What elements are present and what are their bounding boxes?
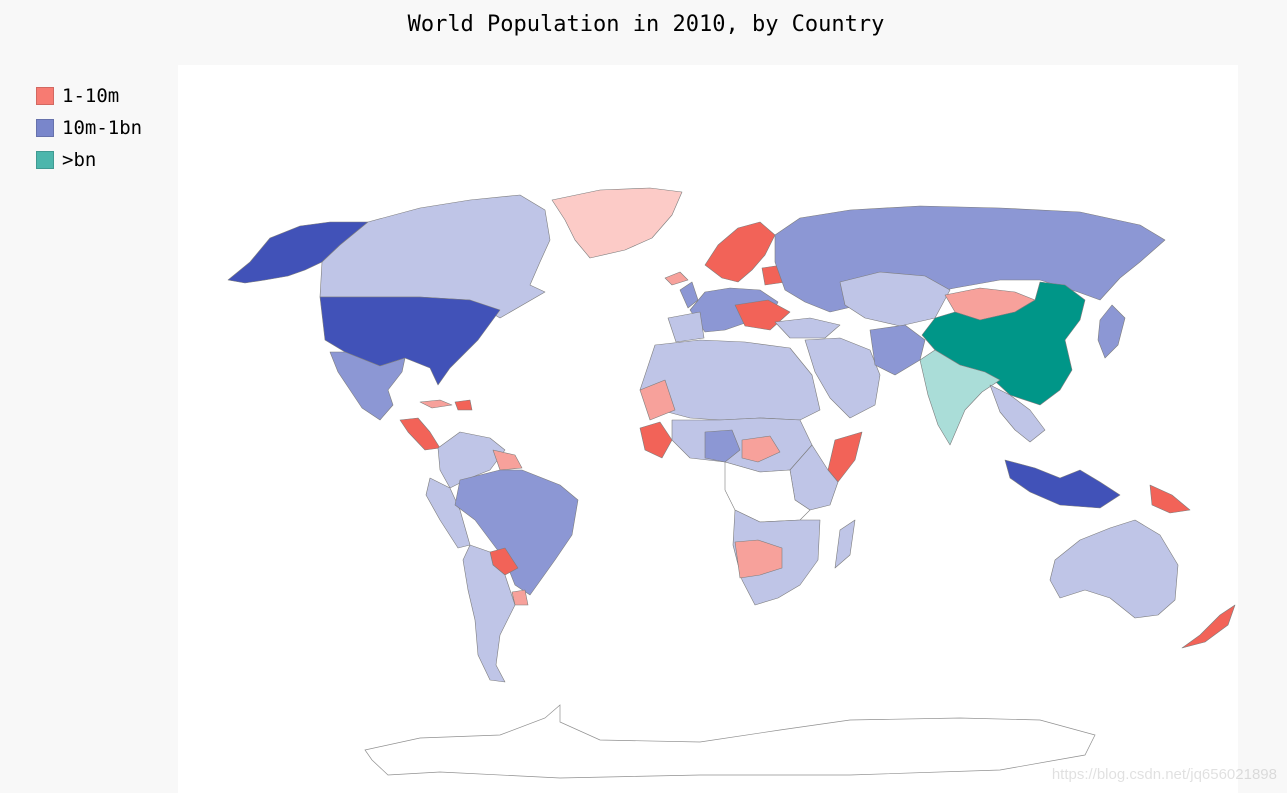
country-southeast-asia[interactable] <box>989 384 1046 443</box>
country-india[interactable] <box>919 349 1001 446</box>
country-central-africa[interactable] <box>724 461 811 523</box>
world-map <box>227 187 1236 779</box>
legend-label-small: 1-10m <box>62 85 120 107</box>
legend-label-medium: 10m-1bn <box>62 117 143 139</box>
country-nigeria[interactable] <box>704 429 741 463</box>
map-title: World Population in 2010, by Country <box>407 12 885 37</box>
country-scandinavia[interactable] <box>704 221 776 283</box>
country-colombia-venezuela[interactable] <box>437 431 506 489</box>
map-panel <box>178 65 1238 793</box>
country-car[interactable] <box>741 435 781 463</box>
country-antarctica <box>364 704 1096 779</box>
country-indonesia[interactable] <box>1004 459 1121 509</box>
country-cuba[interactable] <box>419 399 453 409</box>
country-papua-new-guinea[interactable] <box>1149 484 1191 514</box>
country-hispaniola[interactable] <box>454 399 473 411</box>
legend-item-small[interactable]: 1-10m <box>36 80 142 112</box>
country-canada[interactable] <box>319 194 551 319</box>
country-mauritania[interactable] <box>639 379 676 421</box>
country-madagascar[interactable] <box>834 519 856 569</box>
legend-item-medium[interactable]: 10m-1bn <box>36 112 142 144</box>
legend-swatch-large <box>36 151 54 169</box>
country-greenland[interactable] <box>551 187 683 259</box>
country-new-zealand[interactable] <box>1181 604 1236 649</box>
country-uruguay[interactable] <box>511 589 529 606</box>
country-guianas[interactable] <box>492 449 523 471</box>
country-japan[interactable] <box>1097 304 1126 359</box>
country-australia[interactable] <box>1049 519 1179 619</box>
watermark-text: https://blog.csdn.net/jq656021898 <box>1051 766 1277 783</box>
country-namibia-botswana[interactable] <box>734 539 783 579</box>
legend-swatch-small <box>36 87 54 105</box>
country-argentina-chile[interactable] <box>462 544 516 683</box>
legend: 1-10m 10m-1bn >bn <box>36 80 142 176</box>
country-peru[interactable] <box>425 477 471 549</box>
country-central-america[interactable] <box>399 417 441 451</box>
country-turkey[interactable] <box>774 317 841 339</box>
country-middle-east[interactable] <box>804 337 881 419</box>
country-brazil[interactable] <box>454 469 579 596</box>
country-west-africa[interactable] <box>639 421 673 459</box>
country-iceland[interactable] <box>664 271 689 286</box>
country-iran-pakistan[interactable] <box>869 324 926 376</box>
country-mexico[interactable] <box>329 351 406 421</box>
country-iberia[interactable] <box>667 311 705 343</box>
country-somalia[interactable] <box>827 431 863 483</box>
legend-label-large: >bn <box>62 149 97 171</box>
legend-item-large[interactable]: >bn <box>36 144 142 176</box>
legend-swatch-medium <box>36 119 54 137</box>
